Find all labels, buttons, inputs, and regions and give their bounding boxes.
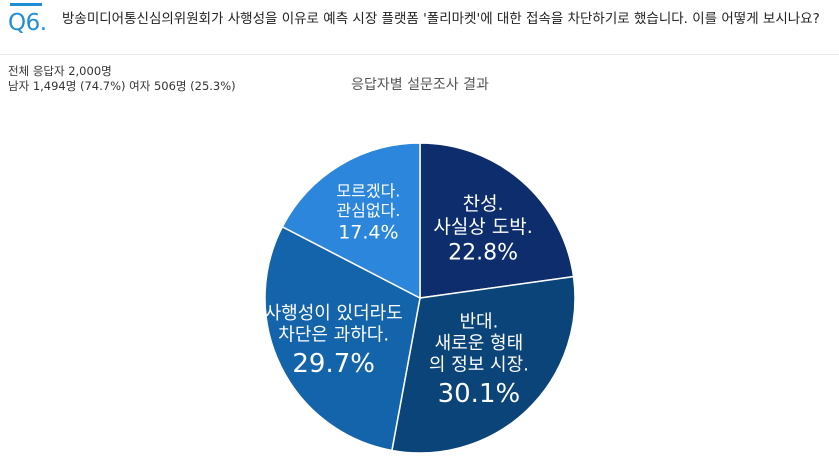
respondent-info: 전체 응답자 2,000명 남자 1,494명 (74.7%) 여자 506명 … bbox=[8, 64, 236, 94]
pie-slice-4 bbox=[281, 142, 421, 300]
pie-slice-2 bbox=[391, 275, 576, 454]
pie-slice-1 bbox=[419, 142, 575, 299]
slice-label-2-line-3: 의 정보 시장. bbox=[429, 355, 529, 376]
slice-value-1: 22.8% bbox=[448, 240, 518, 265]
question-number: Q6. bbox=[8, 10, 47, 36]
slice-label-group-2: 반대.새로운 형태의 정보 시장. 30.1% bbox=[429, 312, 529, 409]
slice-label-2-line-1: 반대. bbox=[459, 312, 498, 333]
question-text: 방송미디어통신심의위원회가 사행성을 이유로 예측 시장 플랫폼 '폴리마켓'에… bbox=[62, 11, 820, 27]
slice-label-1-line-2: 사실상 도박. bbox=[433, 216, 532, 238]
slice-value-3: 29.7% bbox=[292, 349, 375, 379]
header-divider bbox=[0, 54, 839, 55]
slice-value-2: 30.1% bbox=[438, 379, 521, 409]
slice-label-group-1: 찬성.사실상 도박.22.8% bbox=[433, 193, 532, 265]
respondent-total: 전체 응답자 2,000명 bbox=[8, 64, 112, 78]
question-accent-bar bbox=[10, 3, 42, 6]
slice-label-4-line-2: 관심없다. bbox=[336, 201, 400, 220]
slice-label-4-line-1: 모르겠다. bbox=[336, 182, 400, 201]
slice-label-2-line-2: 새로운 형태 bbox=[435, 333, 524, 354]
slice-value-4: 17.4% bbox=[338, 222, 398, 244]
pie-slice-3 bbox=[264, 225, 421, 452]
respondent-gender: 남자 1,494명 (74.7%) 여자 506명 (25.3%) bbox=[8, 79, 236, 93]
slice-label-3-line-2: 차단은 과하다. bbox=[278, 325, 389, 346]
slice-label-group-4: 모르겠다.관심없다. 17.4% bbox=[336, 182, 400, 244]
slice-label-1-line-1: 찬성. bbox=[463, 193, 504, 215]
chart-title: 응답자별 설문조사 결과 bbox=[351, 77, 489, 93]
slice-label-3-line-1: 사행성이 있더라도 bbox=[265, 303, 403, 324]
